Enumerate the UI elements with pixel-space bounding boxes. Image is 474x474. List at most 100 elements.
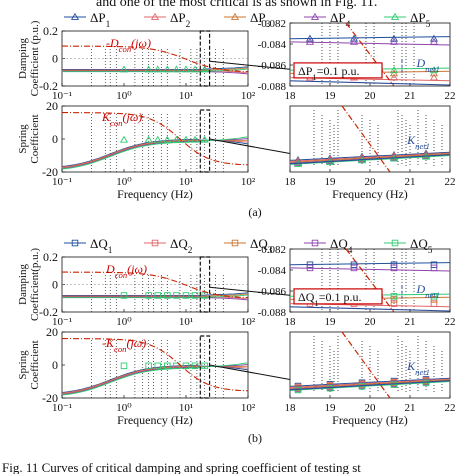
data-marker: [390, 293, 398, 300]
reference-curve: [345, 22, 395, 87]
y-tick-label: 20: [46, 325, 58, 339]
x-tick-label: 10²: [241, 176, 256, 188]
x-tick-label: 10⁰: [116, 176, 132, 188]
right-bottom-plot-b: Knet1 18 19 20 21 22 Frequency (Hz): [285, 331, 456, 427]
data-marker: [430, 264, 438, 272]
zoom-arrow: [209, 364, 291, 380]
y-tick-label: -0.084: [258, 39, 287, 51]
caption-bottom: Fig. 11 Curves of critical damping and s…: [2, 460, 361, 474]
legend-marker: [230, 12, 240, 20]
reference-curve: [62, 271, 249, 299]
x-tick-label: 19: [325, 316, 337, 328]
data-marker: [389, 73, 399, 81]
data-marker: [182, 292, 190, 299]
data-marker: [173, 362, 180, 370]
x-axis-label: Frequency (Hz): [332, 413, 408, 427]
data-marker: [429, 66, 439, 74]
data-marker: [164, 292, 171, 299]
data-marker: [173, 292, 180, 299]
x-tick-label: 10¹: [179, 402, 193, 414]
y-axis-label: Spring Coefficient: [17, 340, 41, 389]
legend-marker: [390, 12, 400, 20]
series-curve: [62, 66, 249, 70]
x-tick-label: 10⁰: [116, 316, 132, 328]
data-marker: [349, 34, 359, 42]
series-curve: [289, 262, 451, 266]
reference-label: -Kcon(jω): [102, 336, 146, 354]
data-marker: [163, 65, 172, 73]
data-marker: [325, 157, 335, 165]
x-tick-label: 19: [325, 90, 337, 102]
data-marker: [430, 300, 438, 307]
left-top-plot-b: 0.2 0 -0.2 Dcon(jω) 10⁻¹ 10⁰ 10¹ 10² Damping Coef…: [17, 248, 291, 328]
x-tick-label: 20: [365, 176, 377, 188]
x-tick-label: 22: [445, 402, 456, 414]
zoom-arrow: [209, 60, 291, 70]
data-marker: [429, 34, 439, 42]
y-axis-label-line: Damping: [17, 264, 29, 305]
x-tick-label: 10⁻¹: [52, 402, 72, 414]
reference-curve: [345, 248, 395, 313]
y-tick-label: -0.086: [258, 60, 287, 72]
net-curve: [289, 306, 451, 312]
legend-entry: ΔQ1: [90, 236, 113, 256]
x-tick-label: 21: [405, 316, 416, 328]
right-top-plot-a: -0.082 -0.084 -0.086 -0.088 ΔP1=0.1 p.u. Dnet…: [258, 18, 456, 102]
data-marker: [154, 292, 161, 299]
legend-entry: ΔQ3: [250, 236, 273, 256]
legend-marker: [391, 239, 399, 247]
y-tick-label: 0: [52, 132, 58, 146]
x-axis-label: Frequency (Hz): [117, 413, 193, 427]
x-tick-label: 10⁻¹: [52, 176, 72, 188]
data-marker: [422, 379, 430, 387]
legend-marker: [151, 239, 159, 247]
x-tick-label: 18: [285, 176, 297, 188]
data-marker: [172, 65, 181, 73]
net-label: Dnet1: [415, 282, 440, 300]
y-tick-label: 20: [46, 99, 58, 113]
y-tick-label: 0.2: [43, 250, 58, 264]
data-marker: [191, 292, 199, 299]
data-marker: [119, 135, 129, 143]
data-marker: [172, 135, 181, 143]
data-marker: [305, 34, 315, 42]
data-marker: [430, 293, 438, 300]
reference-label: Dcon(jω): [105, 262, 147, 280]
net-curve: [289, 154, 451, 165]
caption-top: and one of the most critical is as shown…: [96, 0, 377, 10]
y-tick-label: 0: [52, 52, 58, 66]
y-tick-label: 0: [52, 358, 58, 372]
legend-b: ΔQ1 ΔQ2 ΔQ3 ΔQ4 ΔQ5: [64, 236, 433, 256]
data-marker: [144, 135, 153, 143]
annotation-box: [293, 62, 383, 79]
data-marker: [119, 65, 129, 73]
legend-entry: ΔQ5: [410, 236, 433, 256]
y-tick-label: 0: [52, 278, 58, 292]
data-marker: [153, 135, 162, 143]
y-tick-label: -0.082: [258, 18, 286, 30]
legend-entry: ΔQ2: [170, 236, 193, 256]
legend-marker: [310, 12, 320, 20]
data-marker: [389, 34, 399, 42]
data-marker: [306, 264, 314, 272]
y-axis-label-line: Spring: [17, 350, 29, 380]
right-bottom-plot-a: Knet1 18 19 20 21 22 Frequency (Hz): [285, 105, 456, 201]
reference-label: -Dcon(jω): [106, 36, 151, 54]
x-tick-label: 19: [325, 402, 337, 414]
reference-curve: [341, 105, 391, 173]
x-tick-label: 10²: [241, 316, 256, 328]
data-marker: [325, 156, 335, 164]
left-top-plot-a: 0.2 0 -0.2 -Dcon(jω) 10⁻¹ 10⁰ 10¹ 10² Damping Coe…: [17, 20, 291, 102]
data-marker: [154, 362, 161, 370]
net-label: Knet1: [406, 133, 430, 151]
annotation-box: [293, 288, 383, 305]
x-tick-label: 10⁻¹: [52, 316, 72, 328]
legend-entry: ΔQ4: [330, 236, 353, 256]
data-marker: [145, 362, 152, 370]
series-curve: [289, 41, 451, 46]
y-tick-label: -0.2: [39, 79, 58, 93]
data-marker: [163, 135, 172, 143]
data-marker: [349, 37, 359, 45]
y-tick-label: -0.2: [39, 305, 58, 319]
